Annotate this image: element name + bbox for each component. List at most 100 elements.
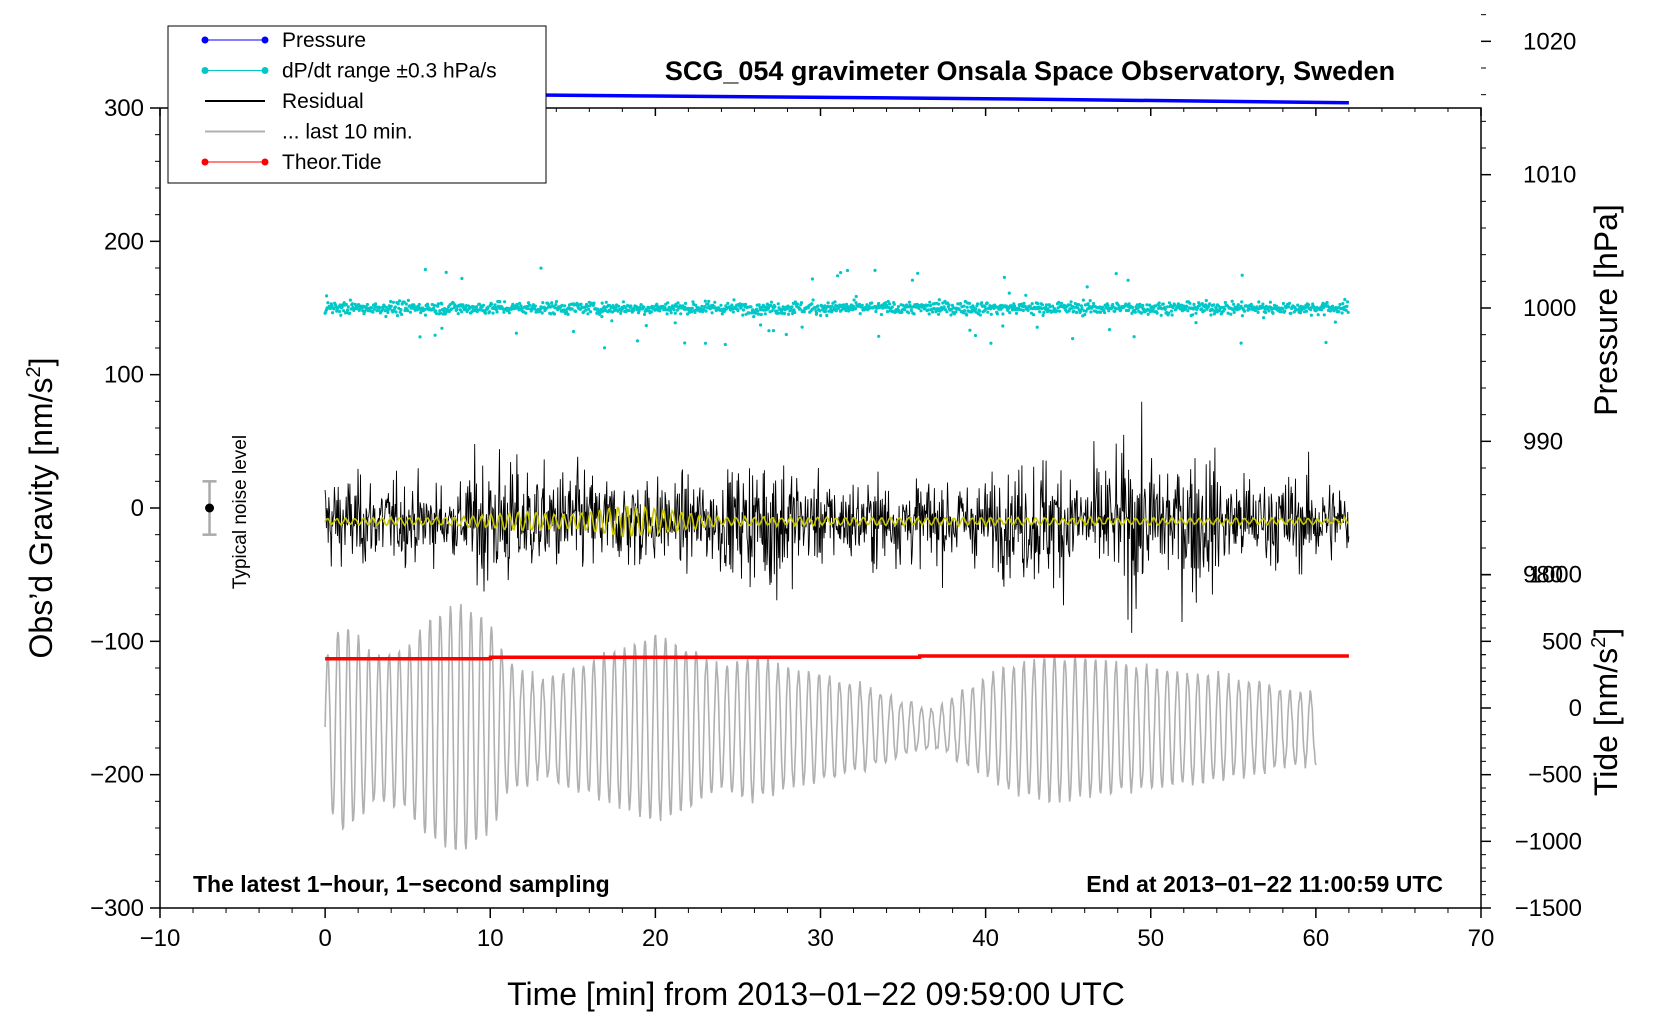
dpdt-point xyxy=(1299,307,1303,311)
dpdt-point xyxy=(1024,293,1028,297)
dpdt-point xyxy=(1001,324,1005,328)
pressure-axis-title: Pressure [hPa] xyxy=(1588,204,1624,416)
dpdt-point xyxy=(1194,311,1198,315)
dpdt-point xyxy=(610,319,614,323)
dpdt-point xyxy=(799,301,804,305)
dpdt-point xyxy=(1309,313,1313,317)
dpdt-point xyxy=(757,303,761,307)
dpdt-point xyxy=(782,311,787,316)
dpdt-point xyxy=(397,299,402,303)
y-axis-title-left: Obs’d Gravity [nm/s2] xyxy=(23,358,59,659)
x-tick-label: 70 xyxy=(1468,925,1495,952)
dpdt-point xyxy=(833,300,837,304)
dpdt-point xyxy=(434,311,438,316)
dpdt-point xyxy=(1084,309,1088,313)
dpdt-point xyxy=(672,308,676,312)
dpdt-point xyxy=(507,311,511,315)
dpdt-point xyxy=(1341,302,1345,306)
y-tick-label: 0 xyxy=(131,495,144,522)
dpdt-point xyxy=(703,299,707,303)
dpdt-point xyxy=(978,309,982,313)
dpdt-point xyxy=(519,304,523,308)
legend-label: Residual xyxy=(282,90,364,113)
dpdt-point xyxy=(1053,307,1057,311)
dpdt-point xyxy=(1240,300,1244,304)
dpdt-point xyxy=(1055,309,1059,313)
dpdt-point xyxy=(732,298,736,302)
plot-layer xyxy=(323,91,1350,851)
dpdt-point xyxy=(690,310,694,314)
dpdt-point xyxy=(541,301,545,305)
dpdt-point xyxy=(759,312,763,317)
dpdt-point xyxy=(1309,308,1313,312)
legend-marker xyxy=(201,158,209,166)
dpdt-point xyxy=(332,307,336,311)
dpdt-point xyxy=(528,303,532,307)
dpdt-point xyxy=(886,299,890,304)
pressure-tick-label: 1010 xyxy=(1523,162,1576,189)
dpdt-point xyxy=(1182,304,1186,308)
dpdt-point xyxy=(942,305,946,309)
dpdt-point xyxy=(1036,301,1040,306)
dpdt-point xyxy=(945,310,949,314)
dpdt-point xyxy=(348,298,352,302)
dpdt-point xyxy=(550,301,554,305)
legend-label: dP/dt range ±0.3 hPa/s xyxy=(282,60,497,83)
dpdt-point xyxy=(346,305,350,309)
dpdt-point xyxy=(926,303,930,307)
dpdt-point xyxy=(984,307,988,311)
dpdt-point xyxy=(950,303,955,307)
dpdt-point xyxy=(554,300,559,304)
dpdt-point xyxy=(563,304,567,308)
dpdt-point xyxy=(635,339,640,343)
dpdt-point xyxy=(350,302,354,306)
dpdt-point xyxy=(436,304,440,308)
dpdt-point xyxy=(1344,308,1348,312)
dpdt-point xyxy=(621,300,626,304)
dpdt-point xyxy=(434,309,438,313)
chart-title: SCG_054 gravimeter Onsala Space Observat… xyxy=(665,56,1395,86)
dpdt-point xyxy=(968,328,972,332)
dpdt-point xyxy=(432,306,436,310)
x-tick-label: −10 xyxy=(140,925,181,952)
dpdt-point xyxy=(1077,303,1081,307)
dpdt-point xyxy=(907,300,912,304)
dpdt-point xyxy=(600,301,604,305)
dpdt-point xyxy=(857,302,862,306)
dpdt-point xyxy=(874,309,878,314)
dpdt-point xyxy=(1111,302,1115,307)
dpdt-point xyxy=(1275,304,1279,308)
dpdt-point xyxy=(1239,341,1243,345)
dpdt-point xyxy=(669,311,673,315)
dpdt-point xyxy=(736,309,740,313)
dpdt-point xyxy=(1048,305,1052,309)
dpdt-point xyxy=(877,334,881,338)
y-tick-label: 300 xyxy=(104,95,144,122)
dpdt-point xyxy=(524,311,528,315)
dpdt-point xyxy=(826,301,830,305)
legend-marker xyxy=(201,36,209,44)
dpdt-point xyxy=(798,307,802,311)
dpdt-point xyxy=(460,310,464,314)
dpdt-point xyxy=(773,305,777,309)
dpdt-point xyxy=(726,301,730,305)
dpdt-point xyxy=(1155,311,1159,315)
dpdt-point xyxy=(1239,304,1243,308)
dpdt-point xyxy=(540,311,544,315)
dpdt-point xyxy=(1169,309,1173,313)
dpdt-point xyxy=(438,311,443,315)
dpdt-point xyxy=(1208,302,1212,306)
dpdt-point xyxy=(1130,305,1135,310)
dpdt-point xyxy=(444,270,448,274)
dpdt-point xyxy=(378,306,382,310)
legend-marker xyxy=(261,36,269,44)
legend-label: ... last 10 min. xyxy=(282,121,413,144)
dpdt-point xyxy=(1296,303,1300,307)
legend-marker xyxy=(261,67,269,74)
dpdt-point xyxy=(396,302,400,306)
dpdt-point xyxy=(514,331,519,335)
tide-tick-label: 0 xyxy=(1569,695,1582,722)
dpdt-point xyxy=(791,301,796,305)
dpdt-point xyxy=(526,301,531,305)
dpdt-point xyxy=(1060,301,1064,305)
